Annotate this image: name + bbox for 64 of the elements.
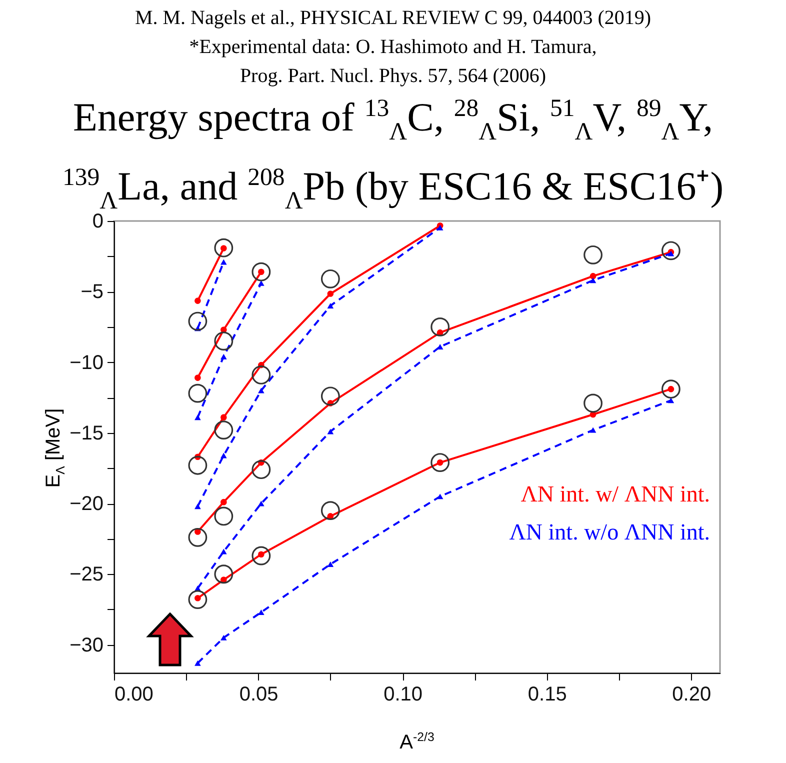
point [188,528,208,547]
point [194,414,201,420]
point [258,388,264,394]
point [194,504,201,510]
point [188,590,208,609]
point [188,456,208,475]
point [220,548,227,554]
point [214,564,234,584]
point [220,634,227,640]
point [194,298,201,304]
y-tick-label: −10 [70,352,104,374]
point [584,245,602,264]
point [220,452,227,458]
text: *Experimental data: O. Hashimoto and H. Tamura, [189,36,597,58]
point [327,562,334,567]
point [258,610,264,615]
text: Prog. Part. Nucl. Phys. 57, 564 (2006) [240,65,546,87]
point [252,460,271,480]
point [430,453,450,472]
point [214,238,234,258]
x-tick-label: 0.05 [239,684,278,706]
point [194,374,201,381]
text: ΛN int. w/o ΛNN int. [509,519,710,544]
point [436,494,444,500]
point [214,506,234,526]
point [258,500,264,506]
point [584,394,602,413]
point [220,414,227,420]
point [320,386,340,406]
y-tick-label: −20 [70,493,104,515]
x-tick-label: 0.10 [384,684,423,706]
point [220,498,227,506]
point [252,546,271,566]
x-tick-label: 0.20 [672,684,712,706]
y-tick-label: 0 [92,210,104,232]
point [252,262,271,282]
point [590,278,596,284]
point [327,290,334,297]
point [668,398,674,404]
point [220,354,227,360]
y-tick-label: −5 [80,281,104,304]
point [320,269,340,288]
point [590,427,596,433]
point [590,272,596,280]
point [327,428,334,434]
y-tick-label: −25 [70,564,104,586]
point [661,380,680,399]
point [320,501,340,520]
text: M. M. Nagels et al., PHYSICAL REVIEW C 99, 044003 (2019) [134,7,652,29]
point [214,332,234,351]
point [327,303,334,308]
point [188,384,208,403]
y-tick-label: −15 [70,422,104,444]
point [252,366,271,384]
point [430,317,450,336]
point [188,312,208,331]
point [661,241,680,260]
point [194,660,201,666]
x-tick-label: 0.15 [528,684,567,706]
series-label: ΛN int. w/ ΛNN int. [520,481,710,506]
y-tick-label: −30 [70,634,104,656]
point [214,420,234,440]
x-axis-title: A$^{-2/3}$ [400,730,434,755]
x-tick-label: 0.00 [114,684,154,706]
